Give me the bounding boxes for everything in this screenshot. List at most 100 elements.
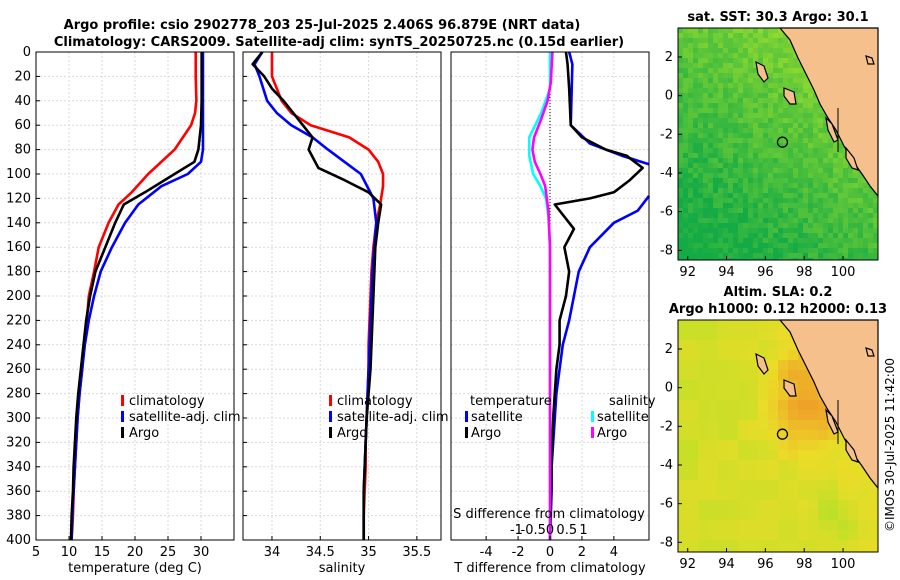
map-cell <box>808 213 813 218</box>
map-cell <box>723 153 728 158</box>
map-cell <box>743 88 748 93</box>
legend-swatch-argo <box>329 427 332 438</box>
map-cell <box>683 253 688 258</box>
map-cell <box>813 223 818 228</box>
map-cell <box>803 78 808 83</box>
map-cell <box>768 98 773 103</box>
map-cell <box>778 390 788 400</box>
map-cell <box>768 108 773 113</box>
map-cell <box>808 390 818 400</box>
map-cell <box>678 490 688 500</box>
map-cell <box>748 48 753 53</box>
map-cell <box>743 53 748 58</box>
map-cell <box>793 228 798 233</box>
map-cell <box>713 163 718 168</box>
map-cell <box>848 183 853 188</box>
map-cell <box>818 193 823 198</box>
map-cell <box>848 550 858 552</box>
map-cell <box>763 123 768 128</box>
map-cell <box>833 253 838 258</box>
map-cell <box>733 78 738 83</box>
map-cell <box>758 178 763 183</box>
map-cell <box>733 158 738 163</box>
map-cell <box>748 228 753 233</box>
map-cell <box>853 228 858 233</box>
map-cell <box>788 123 793 128</box>
map-cell <box>788 400 798 410</box>
map-cell <box>798 143 803 148</box>
map-cell <box>693 73 698 78</box>
map-cell <box>738 173 743 178</box>
map-cell <box>733 183 738 188</box>
map-cell <box>698 480 708 490</box>
legend-swatch-climatology <box>329 395 332 406</box>
map-cell <box>688 78 693 83</box>
map-cell <box>828 540 838 550</box>
map-cell <box>698 78 703 83</box>
map-cell <box>728 253 733 258</box>
map-cell <box>753 223 758 228</box>
map-cell <box>863 198 868 203</box>
map-cell <box>683 123 688 128</box>
map-cell <box>718 243 723 248</box>
map-cell <box>788 248 793 253</box>
map-cell <box>833 193 838 198</box>
map-cell <box>798 153 803 158</box>
map-cell <box>708 390 718 400</box>
map-cell <box>708 33 713 38</box>
map-cell <box>818 460 828 470</box>
map-cell <box>778 233 783 238</box>
map-cell <box>798 550 808 552</box>
map-cell <box>733 73 738 78</box>
map-cell <box>758 198 763 203</box>
map-cell <box>758 203 763 208</box>
map-cell <box>858 203 863 208</box>
map-cell <box>703 78 708 83</box>
map-cell <box>868 510 878 520</box>
map-cell <box>703 58 708 63</box>
map-cell <box>748 218 753 223</box>
map-cell <box>688 238 693 243</box>
map-cell <box>753 103 758 108</box>
map-cell <box>748 420 758 430</box>
map-cell <box>778 173 783 178</box>
map-cell <box>848 258 853 260</box>
depth-tick-label: 120 <box>6 191 31 206</box>
map-cell <box>723 78 728 83</box>
map-cell <box>778 38 783 43</box>
map-lat-tick-label: -2 <box>660 419 673 434</box>
map-cell <box>778 340 788 350</box>
map-cell <box>718 83 723 88</box>
map-cell <box>713 253 718 258</box>
salinity-panel: 34 34.5 35 35.5 salinity climatology satell… <box>242 51 449 576</box>
map-cell <box>758 93 763 98</box>
map-cell <box>828 138 833 143</box>
map-cell <box>833 258 838 260</box>
map-cell <box>718 28 723 33</box>
map-cell <box>763 53 768 58</box>
map-cell <box>778 43 783 48</box>
map-cell <box>768 63 773 68</box>
map-cell <box>738 108 743 113</box>
map-cell <box>768 73 773 78</box>
map-cell <box>708 173 713 178</box>
map-cell <box>753 158 758 163</box>
map-cell <box>798 158 803 163</box>
map-cell <box>683 113 688 118</box>
map-cell <box>708 360 718 370</box>
map-cell <box>743 248 748 253</box>
map-cell <box>738 500 748 510</box>
map-cell <box>688 53 693 58</box>
map-cell <box>838 253 843 258</box>
map-cell <box>753 53 758 58</box>
map-cell <box>828 148 833 153</box>
map-cell <box>703 103 708 108</box>
map-cell <box>693 223 698 228</box>
map-cell <box>688 400 698 410</box>
map-cell <box>763 178 768 183</box>
map-cell <box>743 28 748 33</box>
map-cell <box>818 153 823 158</box>
map-cell <box>788 193 793 198</box>
map-cell <box>678 158 683 163</box>
map-cell <box>783 133 788 138</box>
